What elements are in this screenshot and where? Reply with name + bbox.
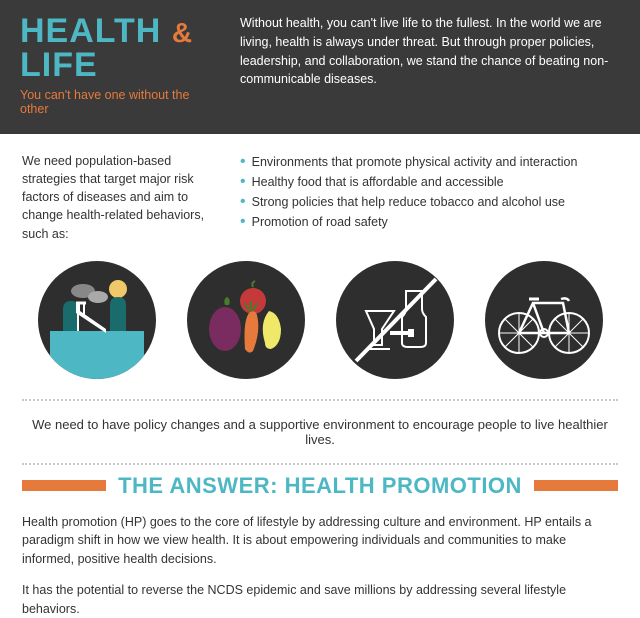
- policy-statement: We need to have policy changes and a sup…: [0, 407, 640, 457]
- divider: [22, 399, 618, 401]
- title-word-life: LIFE: [20, 46, 98, 84]
- strategies-bullets: • Environments that promote physical acti…: [240, 152, 618, 243]
- answer-title: THE ANSWER: HEALTH PROMOTION: [118, 473, 522, 499]
- answer-paragraph: Health promotion (HP) goes to the core o…: [22, 513, 618, 569]
- title-bar-right: [534, 480, 618, 491]
- vegetables-icon: [187, 261, 305, 379]
- bullet-item: • Promotion of road safety: [240, 212, 618, 232]
- bullet-item: • Healthy food that is affordable and acc…: [240, 172, 618, 192]
- bullet-dot-icon: •: [240, 174, 246, 190]
- answer-body: Health promotion (HP) goes to the core o…: [22, 503, 618, 618]
- no-alcohol-icon: [336, 261, 454, 379]
- title-word-health: HEALTH: [20, 12, 161, 50]
- header-banner: HEALTH & LIFE You can't have one without…: [0, 0, 640, 134]
- subtitle: You can't have one without the other: [20, 88, 220, 116]
- bullet-text: Strong policies that help reduce tobacco…: [252, 192, 565, 212]
- bullet-dot-icon: •: [240, 154, 246, 170]
- bullet-dot-icon: •: [240, 214, 246, 230]
- icons-row: [0, 253, 640, 393]
- header-title-block: HEALTH & LIFE You can't have one without…: [20, 14, 220, 116]
- bullet-text: Healthy food that is affordable and acce…: [252, 172, 504, 192]
- strategies-lead: We need population-based strategies that…: [22, 152, 222, 243]
- strategies-section: We need population-based strategies that…: [0, 134, 640, 253]
- bullet-item: • Environments that promote physical acti…: [240, 152, 618, 172]
- divider: [22, 463, 618, 465]
- bullet-text: Promotion of road safety: [252, 212, 388, 232]
- bullet-text: Environments that promote physical activ…: [252, 152, 578, 172]
- bullet-dot-icon: •: [240, 194, 246, 210]
- bicycle-icon: [485, 261, 603, 379]
- playground-icon: [38, 261, 156, 379]
- title-ampersand: &: [172, 17, 193, 48]
- bullet-item: • Strong policies that help reduce tobacc…: [240, 192, 618, 212]
- title-bar-left: [22, 480, 106, 491]
- answer-section: THE ANSWER: HEALTH PROMOTION Health prom…: [22, 473, 618, 618]
- intro-text: Without health, you can't live life to t…: [240, 14, 620, 116]
- answer-title-row: THE ANSWER: HEALTH PROMOTION: [22, 473, 618, 499]
- answer-paragraph: It has the potential to reverse the NCDS…: [22, 581, 618, 618]
- main-title: HEALTH & LIFE: [20, 14, 220, 82]
